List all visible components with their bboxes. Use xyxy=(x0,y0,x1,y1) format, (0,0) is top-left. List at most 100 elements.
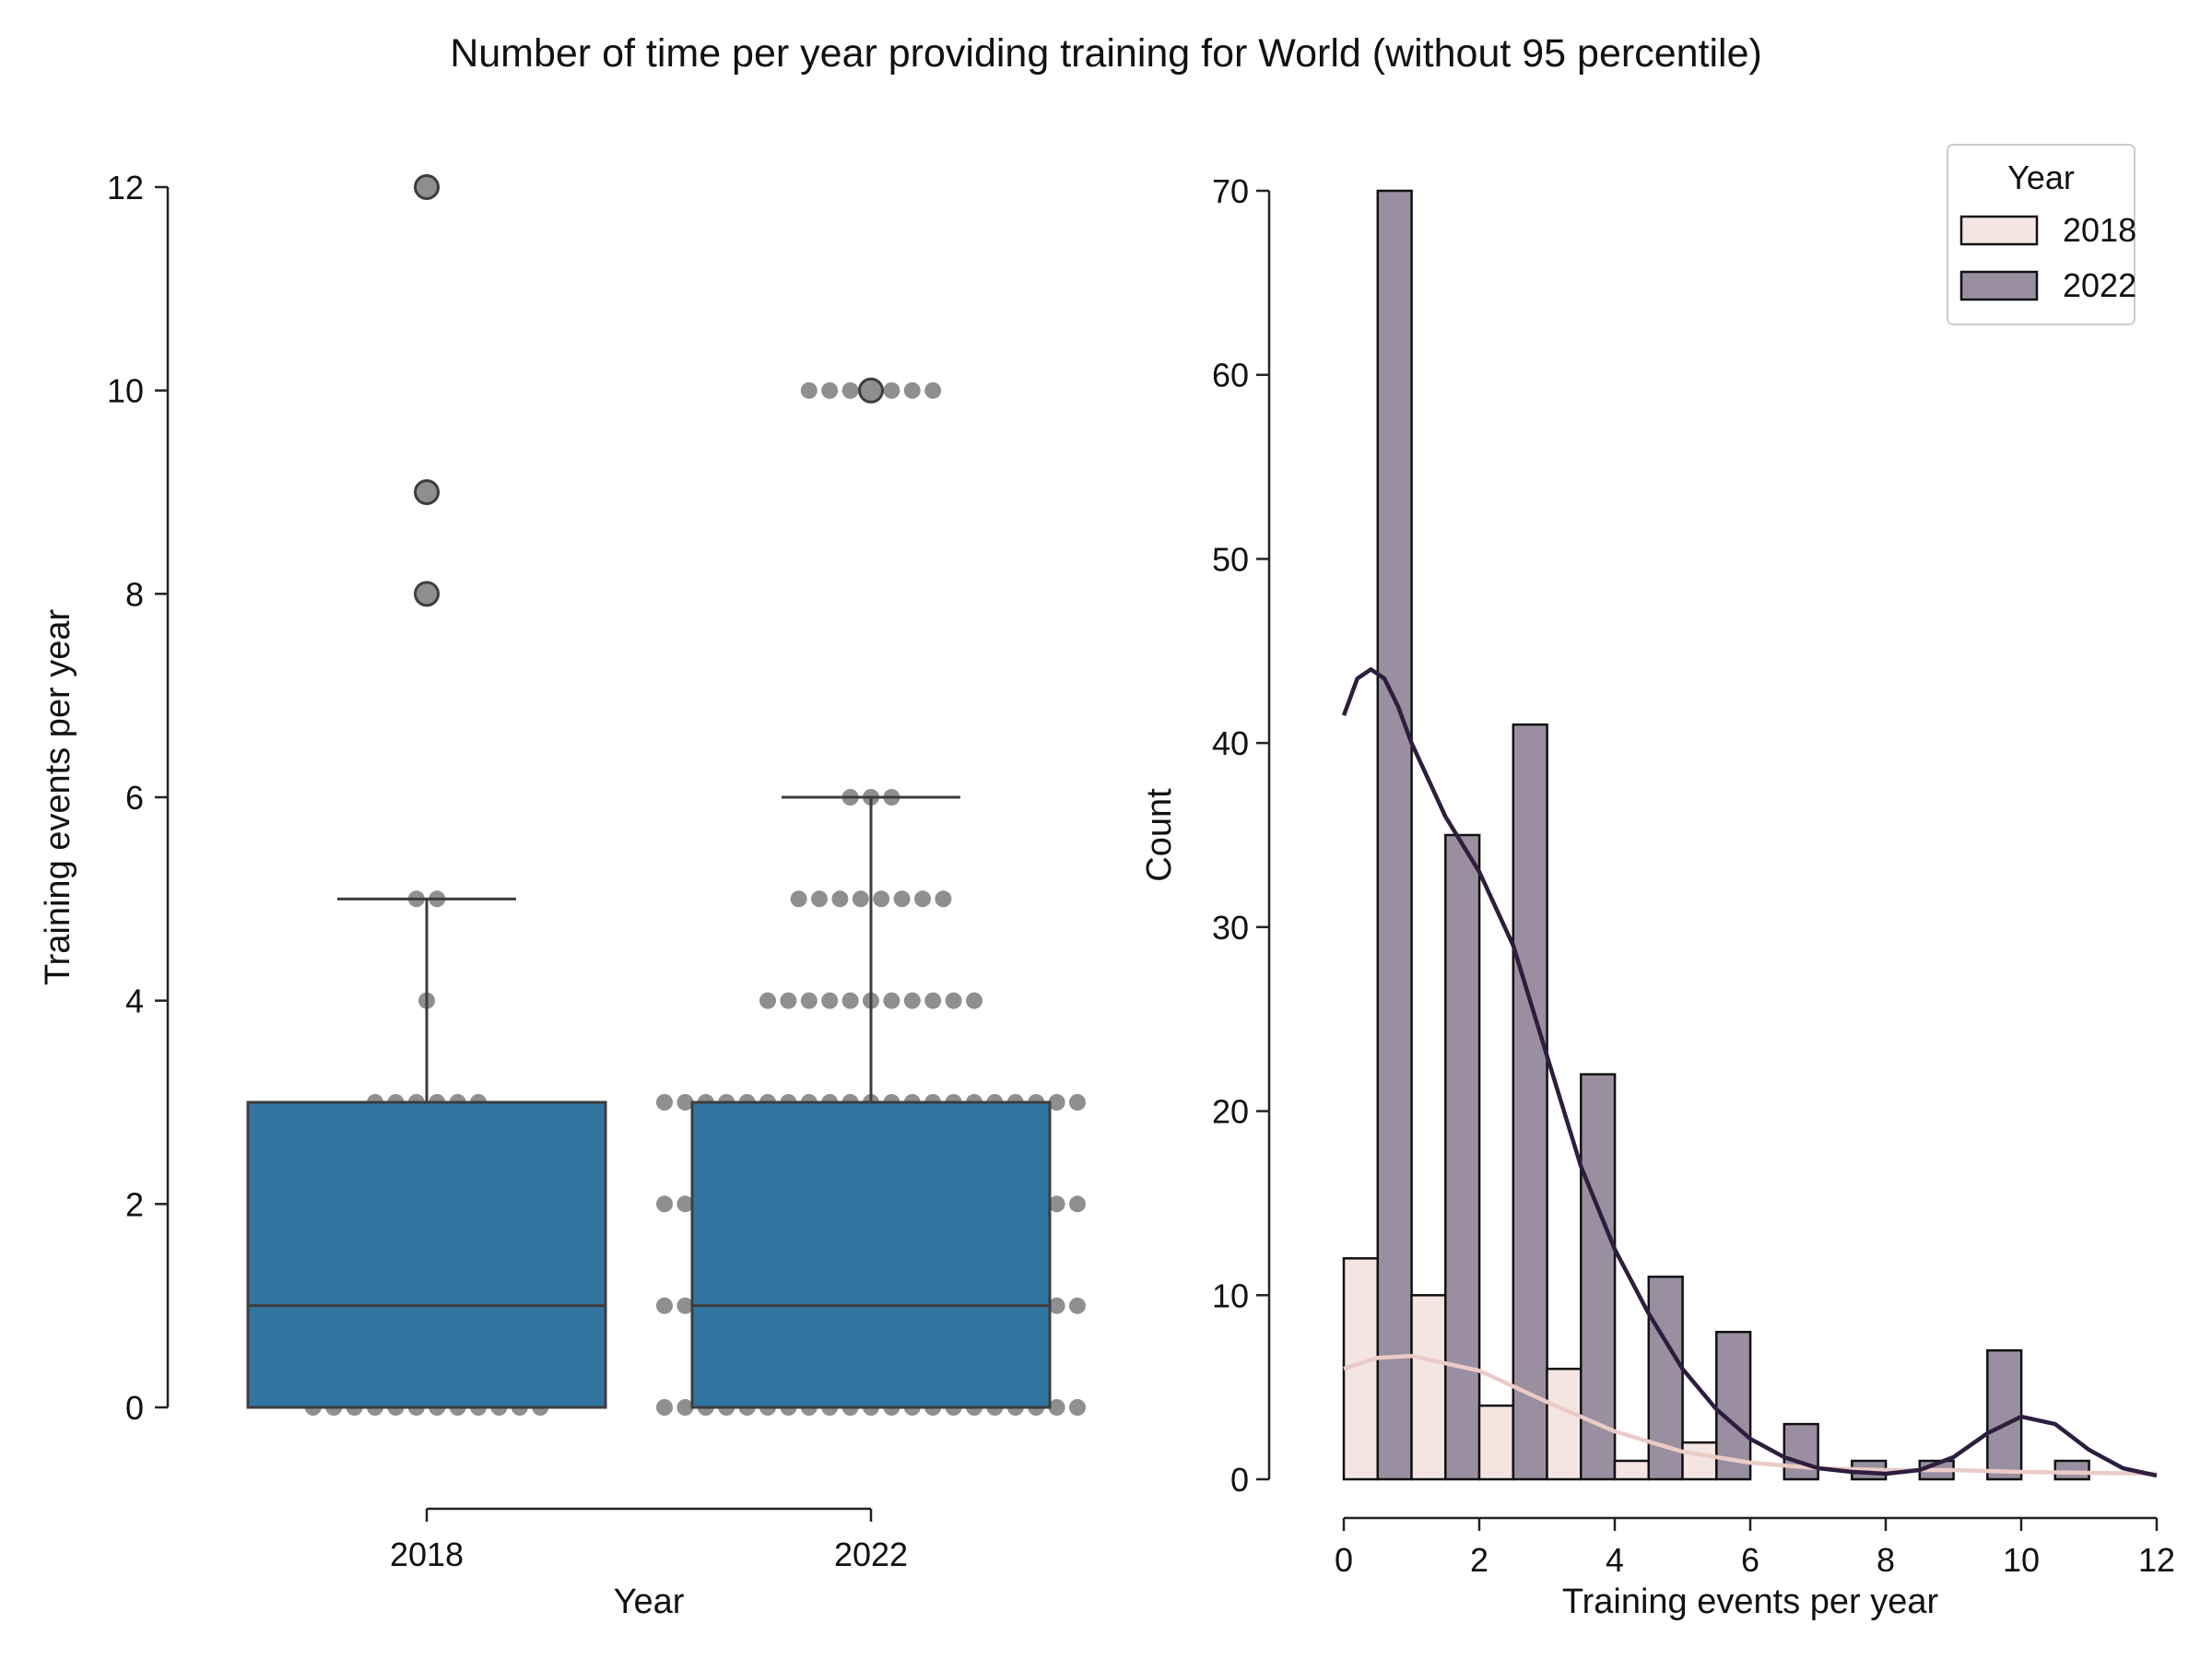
legend-swatch xyxy=(1959,270,2039,301)
swarm-point xyxy=(780,992,797,1009)
swarm-point xyxy=(924,992,942,1009)
hist-bar xyxy=(1477,1404,1515,1481)
hist-x-tick-label: 2 xyxy=(1470,1541,1488,1579)
hist-x-tick-label: 10 xyxy=(2003,1541,2040,1579)
box-y-tick-label: 8 xyxy=(125,575,144,613)
histogram-axes: 0 10 20 30 40 50 60 70 0 2 4 6 8 10 12 xyxy=(1212,172,2175,1579)
swarm-point xyxy=(759,992,776,1009)
kde-curve xyxy=(1343,1353,2158,1477)
box-y-tick-label: 6 xyxy=(125,779,144,817)
box-y-tick-label: 12 xyxy=(107,169,144,206)
box-y-tick-label: 4 xyxy=(125,982,144,1020)
box-body xyxy=(690,1100,1052,1409)
legend-label: 2018 xyxy=(2063,211,2136,249)
hist-bar xyxy=(1546,1367,1583,1481)
hist-bar xyxy=(1783,1422,1819,1481)
box-shapes xyxy=(246,174,1052,1409)
swarm-point xyxy=(677,1195,694,1213)
swarm-point xyxy=(677,1399,694,1416)
kde-curves xyxy=(1341,667,2158,1478)
swarm-point xyxy=(1069,1399,1086,1416)
swarm-point xyxy=(1048,1195,1065,1213)
box-plot-axes: 0 2 4 6 8 10 12 2018 2022 xyxy=(107,169,908,1573)
legend-items: 2018 2022 xyxy=(1959,211,2136,304)
swarm-point xyxy=(1048,1094,1065,1111)
hist-bar xyxy=(1715,1330,1752,1481)
swarm-point xyxy=(656,1297,673,1314)
swarm-point xyxy=(924,382,942,399)
hist-x-tick-label: 12 xyxy=(2138,1541,2175,1579)
hist-bar xyxy=(1444,833,1481,1481)
hist-x-tick-label: 4 xyxy=(1606,1541,1624,1579)
swarm-point xyxy=(656,1195,673,1213)
histogram-bars xyxy=(1342,189,2090,1481)
hist-bar xyxy=(1376,189,1413,1481)
swarm-point xyxy=(966,992,982,1009)
swarm-point xyxy=(800,382,818,399)
swarm-point xyxy=(677,1297,694,1314)
swarm-point xyxy=(893,890,911,908)
swarm-point xyxy=(852,890,869,908)
swarm-point xyxy=(1069,1297,1086,1314)
swarm-point xyxy=(656,1094,673,1111)
swarm-point xyxy=(1069,1094,1086,1111)
hist-x-axis-label: Training events per year xyxy=(1562,1583,1939,1621)
legend-title: Year xyxy=(2007,159,2075,196)
swarm-point xyxy=(883,382,900,399)
swarm-point xyxy=(873,890,890,908)
swarm-point xyxy=(935,890,952,908)
swarm-point xyxy=(903,382,921,399)
swarm-point xyxy=(831,890,849,908)
hist-y-tick-label: 10 xyxy=(1212,1277,1249,1314)
box-x-tick-label: 2022 xyxy=(834,1535,908,1573)
legend-swatch xyxy=(1959,215,2039,246)
box-y-axis-label: Training events per year xyxy=(39,608,77,985)
swarm-point xyxy=(790,890,807,908)
swarm-point xyxy=(821,382,839,399)
box-outlier xyxy=(414,479,440,505)
box-x-tick-label: 2018 xyxy=(390,1535,464,1573)
box-outlier xyxy=(414,174,440,200)
box-plot-panel: 0 2 4 6 8 10 12 2018 2022 Year Training events p… xyxy=(39,169,1086,1621)
swarm-point xyxy=(1048,1297,1065,1314)
swarm-point xyxy=(903,992,921,1009)
hist-bar xyxy=(1613,1459,1651,1481)
hist-bar xyxy=(1580,1073,1617,1481)
hist-bar xyxy=(1410,1294,1447,1481)
swarm-point xyxy=(914,890,931,908)
hist-y-tick-label: 50 xyxy=(1212,540,1249,578)
swarm-point xyxy=(841,992,859,1009)
swarm-point xyxy=(656,1399,673,1416)
hist-y-tick-label: 70 xyxy=(1212,172,1249,210)
histogram-panel: 0 10 20 30 40 50 60 70 0 2 4 6 8 10 12 Training events… xyxy=(1140,144,2175,1621)
swarm-point xyxy=(677,1094,694,1111)
swarm-point xyxy=(1048,1399,1065,1416)
box-y-tick-label: 0 xyxy=(125,1389,144,1427)
swarm-point xyxy=(1069,1195,1086,1213)
hist-y-tick-label: 0 xyxy=(1230,1461,1249,1499)
hist-x-tick-label: 0 xyxy=(1335,1541,1353,1579)
kde-curve xyxy=(1341,667,2158,1478)
box-body xyxy=(246,1100,607,1409)
hist-y-axis-label: Count xyxy=(1140,788,1179,882)
box-outlier xyxy=(414,581,440,607)
hist-bar xyxy=(1512,723,1548,1481)
box-y-tick-label: 2 xyxy=(125,1185,144,1223)
legend-label: 2022 xyxy=(2063,266,2136,304)
swarm-point xyxy=(841,382,859,399)
hist-bar xyxy=(1681,1441,1718,1481)
swarm-point xyxy=(800,992,818,1009)
legend: Year 2018 2022 xyxy=(1947,144,2136,325)
hist-y-tick-label: 20 xyxy=(1212,1093,1249,1131)
hist-x-tick-label: 8 xyxy=(1877,1541,1895,1579)
hist-y-tick-label: 60 xyxy=(1212,357,1249,394)
box-outlier xyxy=(858,377,884,404)
swarm-point xyxy=(821,992,839,1009)
hist-bar xyxy=(1986,1348,2023,1481)
swarm-point xyxy=(883,992,900,1009)
figure-title: Number of time per year providing traini… xyxy=(450,31,1762,76)
hist-x-tick-label: 6 xyxy=(1741,1541,1759,1579)
box-x-axis-label: Year xyxy=(614,1583,685,1621)
box-y-tick-label: 10 xyxy=(107,372,144,410)
